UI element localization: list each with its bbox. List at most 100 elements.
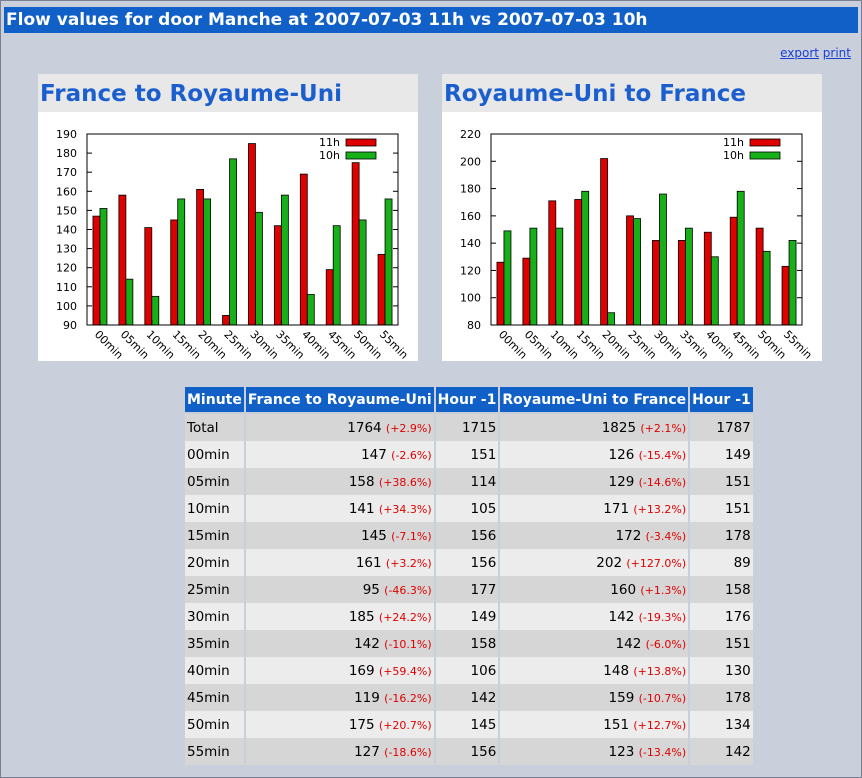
cell-minute: 35min — [185, 630, 244, 657]
x-tick-label: 35min — [677, 328, 711, 361]
value: 185 — [348, 608, 375, 625]
delta: (+2.1%) — [640, 421, 687, 435]
bar-11h-35min — [677, 240, 686, 326]
bar-10h-10min — [151, 295, 160, 326]
cell-minute: 50min — [185, 711, 244, 738]
cell-fr-uk: 175 (+20.7%) — [245, 711, 434, 738]
bar-10h-25min — [229, 158, 237, 326]
table-row: 05min 158 (+38.6%) 114 129 (-14.6%) 151 — [185, 468, 753, 495]
bar-10h-35min — [684, 227, 693, 326]
delta: (-10.1%) — [384, 637, 432, 651]
value: 147 — [361, 446, 387, 463]
cell-uk-fr: 159 (-10.7%) — [500, 684, 689, 711]
bar-10h-00min — [99, 208, 108, 326]
cell-fr-uk: 145 (-7.1%) — [245, 522, 434, 549]
col-minute: Minute — [185, 387, 244, 414]
cell-uk-fr-prev: 178 — [690, 522, 753, 549]
bar-11h-10min — [144, 227, 153, 326]
cell-uk-fr: 151 (+12.7%) — [500, 711, 689, 738]
y-tick-label: 110 — [56, 281, 77, 294]
cell-uk-fr-prev: 158 — [690, 576, 753, 603]
cell-uk-fr-prev: 151 — [690, 630, 753, 657]
y-tick-label: 180 — [56, 147, 77, 160]
cell-fr-uk-prev: 151 — [435, 441, 499, 468]
cell-uk-fr-prev: 149 — [690, 441, 753, 468]
bar-11h-55min — [377, 253, 386, 326]
x-tick-label: 15min — [170, 328, 204, 361]
cell-fr-uk: 142 (-10.1%) — [245, 630, 434, 657]
value: 142 — [615, 635, 642, 652]
cell-uk-fr-prev: 151 — [690, 468, 753, 495]
x-tick-label: 30min — [247, 328, 281, 361]
bar-11h-05min — [522, 257, 531, 326]
bar-11h-25min — [222, 315, 230, 326]
value: 1764 — [347, 419, 382, 436]
value: 141 — [348, 500, 375, 517]
bar-10h-40min — [710, 256, 719, 326]
delta: (+13.2%) — [633, 502, 687, 516]
cell-minute: 55min — [185, 738, 244, 765]
legend-swatch-10h — [749, 151, 781, 160]
print-link[interactable]: print — [822, 46, 851, 60]
y-tick-label: 140 — [460, 237, 481, 250]
cell-uk-fr-prev: 151 — [690, 495, 753, 522]
cell-uk-fr: 172 (-3.4%) — [500, 522, 689, 549]
export-link[interactable]: export — [780, 46, 819, 60]
bar-11h-20min — [600, 158, 609, 326]
x-tick-label: 20min — [600, 328, 634, 361]
cell-uk-fr: 142 (-19.3%) — [500, 603, 689, 630]
value: 126 — [608, 446, 635, 463]
cell-fr-uk: 161 (+3.2%) — [245, 549, 434, 576]
y-tick-label: 120 — [56, 262, 77, 275]
y-tick-label: 170 — [56, 166, 77, 179]
bar-10h-50min — [762, 250, 771, 326]
x-tick-label: 25min — [221, 328, 255, 361]
x-tick-label: 45min — [729, 328, 763, 361]
value: 172 — [615, 527, 642, 544]
col-uk-fr: Royaume-Uni to France — [500, 387, 689, 414]
action-links: export print — [780, 46, 851, 60]
delta: (+34.3%) — [378, 502, 432, 516]
y-tick-label: 160 — [460, 210, 481, 223]
cell-minute: 00min — [185, 441, 244, 468]
cell-minute: 40min — [185, 657, 244, 684]
cell-fr-uk: 158 (+38.6%) — [245, 468, 434, 495]
plot-frame — [490, 133, 803, 326]
value: 158 — [348, 473, 375, 490]
table-row: 40min 169 (+59.4%) 106 148 (+13.8%) 130 — [185, 657, 753, 684]
cell-uk-fr-prev: 134 — [690, 711, 753, 738]
bar-11h-40min — [703, 231, 712, 326]
y-tick-label: 100 — [460, 292, 481, 305]
cell-uk-fr-prev: 130 — [690, 657, 753, 684]
bar-11h-05min — [118, 194, 127, 326]
col-fr-uk: France to Royaume-Uni — [245, 387, 434, 414]
delta: (-46.3%) — [384, 583, 432, 597]
value: 175 — [348, 716, 375, 733]
value: 142 — [608, 608, 635, 625]
y-tick-label: 190 — [56, 128, 77, 141]
bar-10h-50min — [358, 219, 367, 326]
cell-fr-uk: 95 (-46.3%) — [245, 576, 434, 603]
y-tick-label: 130 — [56, 243, 77, 256]
x-tick-label: 25min — [625, 328, 659, 361]
chart-panel-uk-fr: Royaume-Uni to France 80 100 120 140 160 180 2… — [442, 74, 822, 361]
cell-minute: 45min — [185, 684, 244, 711]
cell-minute: 25min — [185, 576, 244, 603]
table-row: 10min 141 (+34.3%) 105 171 (+13.2%) 151 — [185, 495, 753, 522]
table-row: 00min 147 (-2.6%) 151 126 (-15.4%) 149 — [185, 441, 753, 468]
cell-uk-fr: 171 (+13.2%) — [500, 495, 689, 522]
delta: (-10.7%) — [638, 691, 687, 705]
legend-label-11h: 11h — [319, 136, 340, 149]
value: 159 — [608, 689, 635, 706]
cell-uk-fr: 142 (-6.0%) — [500, 630, 689, 657]
x-tick-label: 05min — [522, 328, 556, 361]
bar-11h-50min — [755, 227, 764, 326]
value: 171 — [603, 500, 630, 517]
cell-fr-uk: 1764 (+2.9%) — [245, 414, 434, 441]
x-tick-label: 15min — [574, 328, 608, 361]
bar-10h-15min — [177, 198, 186, 326]
cell-fr-uk: 119 (-16.2%) — [245, 684, 434, 711]
bar-10h-20min — [203, 198, 212, 326]
delta: (-7.1%) — [391, 529, 432, 543]
